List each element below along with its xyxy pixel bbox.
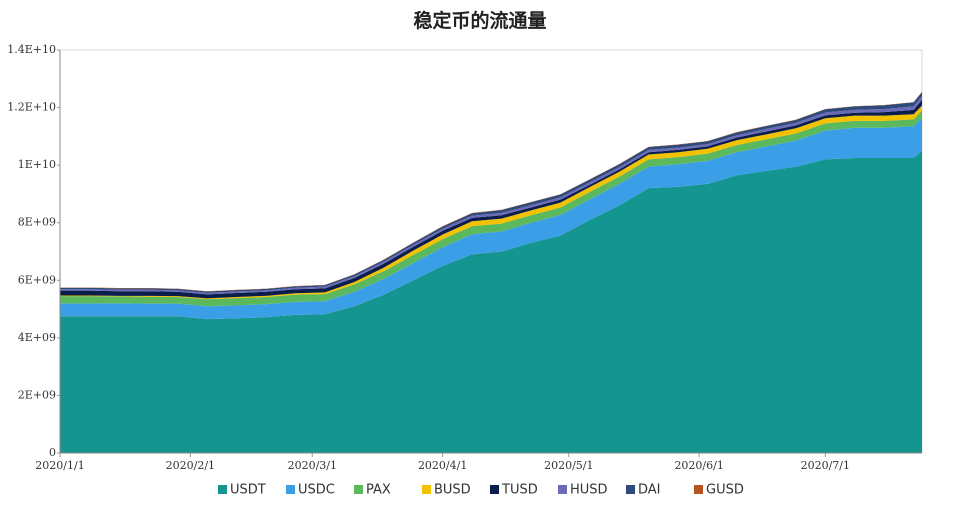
y-tick-label: 2E+09 — [18, 388, 56, 401]
legend-label: BUSD — [434, 483, 471, 498]
legend-swatch — [218, 485, 227, 494]
legend-label: USDT — [230, 483, 266, 498]
legend-swatch — [286, 485, 295, 494]
legend-swatch — [354, 485, 363, 494]
legend-label: DAI — [638, 483, 661, 498]
chart-title: 稳定币的流通量 — [413, 9, 546, 32]
area — [60, 96, 922, 295]
x-tick-label: 2020/7/1 — [801, 459, 850, 472]
legend-swatch — [558, 485, 567, 494]
legend-swatch — [694, 485, 703, 494]
y-tick-label: 6E+09 — [18, 273, 56, 286]
area — [60, 117, 922, 320]
x-tick-label: 2020/5/1 — [544, 459, 593, 472]
x-tick-label: 2020/2/1 — [166, 459, 215, 472]
area — [60, 150, 922, 453]
legend-swatch — [490, 485, 499, 494]
x-tick-label: 2020/4/1 — [418, 459, 467, 472]
legend-swatch — [422, 485, 431, 494]
legend-label: TUSD — [501, 483, 538, 498]
legend-label: PAX — [366, 483, 391, 498]
legend-label: HUSD — [570, 483, 608, 498]
legend-label: USDC — [298, 483, 335, 498]
legend-swatch — [626, 485, 635, 494]
y-tick-label: 1E+10 — [18, 158, 56, 171]
y-tick-label: 8E+09 — [18, 216, 56, 229]
x-tick-label: 2020/6/1 — [674, 459, 723, 472]
legend-label: GUSD — [706, 483, 744, 498]
x-tick-label: 2020/3/1 — [288, 459, 337, 472]
area — [60, 110, 922, 307]
y-tick-label: 1.2E+10 — [7, 101, 56, 114]
x-tick-label: 2020/1/1 — [35, 459, 84, 472]
y-tick-label: 1.4E+10 — [7, 43, 56, 56]
y-tick-label: 4E+09 — [18, 331, 56, 344]
y-tick-label: 0 — [49, 446, 56, 459]
area — [60, 92, 922, 293]
